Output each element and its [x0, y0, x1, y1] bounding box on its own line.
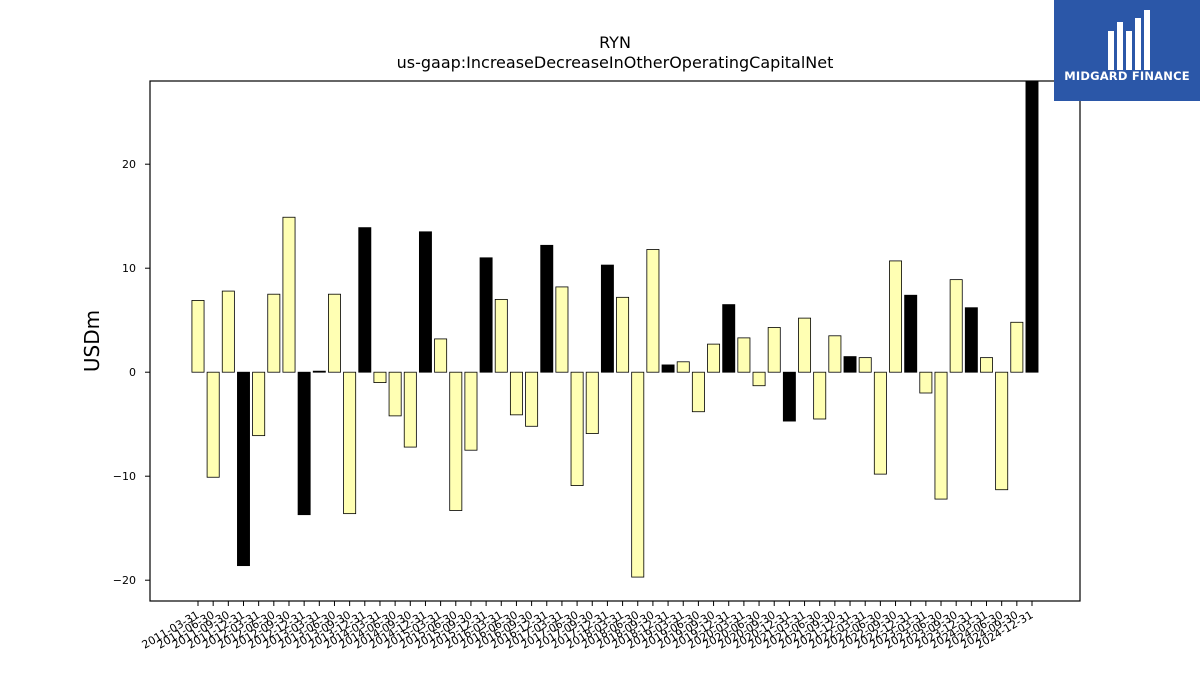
bar-2020-09-30	[767, 327, 781, 373]
bar-2017-06-30	[570, 371, 584, 486]
bar-2019-03-31	[676, 361, 690, 373]
bar-2021-09-30	[828, 335, 842, 373]
bar-2022-06-30	[873, 371, 887, 475]
bar-2021-12-31	[843, 356, 857, 373]
chart-title: RYN	[599, 33, 631, 52]
bar-2020-03-31	[737, 337, 751, 373]
bar-2019-09-30	[707, 343, 721, 373]
bars-group	[191, 80, 1039, 578]
bar-2016-03-31	[494, 298, 508, 373]
plot-area-frame	[149, 80, 1081, 602]
bar-2015-06-30	[449, 371, 463, 511]
bar-2013-06-30	[328, 293, 341, 373]
chart-subtitle: us-gaap:IncreaseDecreaseInOtherOperating…	[397, 53, 834, 72]
brand-logo-text: MIDGARD FINANCE	[1064, 69, 1190, 83]
bar-2024-09-30	[1010, 321, 1024, 373]
bar-2012-09-30	[282, 216, 296, 373]
bar-2023-09-30	[949, 279, 963, 373]
bar-2014-03-31	[373, 371, 387, 384]
bar-2013-12-31	[358, 227, 372, 373]
bar-2011-12-31	[237, 371, 250, 567]
y-tick-label: −20	[113, 574, 136, 587]
bar-2011-03-31	[191, 300, 205, 373]
bar-2020-06-30	[752, 371, 766, 387]
x-axis: 2011-03-312011-06-302011-09-302011-12-31…	[140, 601, 1036, 652]
bar-2023-06-30	[934, 371, 948, 500]
bar-2018-09-30	[646, 249, 660, 373]
bar-2023-03-31	[919, 371, 933, 394]
bar-2024-12-31	[1025, 80, 1039, 373]
bar-2017-12-31	[600, 264, 614, 373]
bar-2019-06-30	[691, 371, 705, 413]
y-axis: −20 −10 0 10 20	[113, 158, 150, 587]
bar-2016-09-30	[525, 371, 539, 427]
y-axis-label: USDm	[80, 310, 104, 372]
bar-2021-03-31	[798, 317, 812, 373]
bar-2016-12-31	[540, 244, 554, 373]
bar-2012-12-31	[297, 371, 311, 516]
bar-2013-03-31	[312, 370, 326, 373]
bar-2013-09-30	[343, 371, 357, 515]
bar-2018-06-30	[631, 371, 645, 578]
bar-2022-12-31	[904, 294, 918, 373]
midgard-logo-icon	[1108, 10, 1150, 70]
bar-2011-09-30	[221, 290, 235, 373]
bar-2024-06-30	[995, 371, 1009, 491]
y-tick-label: 0	[129, 366, 136, 379]
bar-2015-12-31	[479, 257, 493, 373]
bar-2018-12-31	[661, 364, 675, 373]
y-tick-label: −10	[113, 470, 136, 483]
bar-2014-09-30	[403, 371, 417, 448]
bar-2014-06-30	[388, 371, 402, 417]
bar-2022-09-30	[889, 260, 902, 373]
bar-2011-06-30	[206, 371, 220, 478]
brand-logo: MIDGARD FINANCE	[1054, 0, 1200, 101]
bar-2015-03-31	[434, 338, 448, 373]
bar-2023-12-31	[964, 307, 978, 373]
bar-2012-03-31	[252, 371, 266, 437]
bar-2022-03-31	[858, 357, 872, 373]
bar-2021-06-30	[813, 371, 827, 420]
bar-2017-03-31	[555, 286, 569, 373]
bar-2017-09-30	[585, 371, 599, 434]
bar-2020-12-31	[782, 371, 796, 422]
bar-2014-12-31	[418, 231, 432, 373]
bar-2012-06-30	[267, 293, 281, 373]
bar-2018-03-31	[616, 296, 630, 373]
bar-2015-09-30	[464, 371, 478, 451]
bar-2016-06-30	[509, 371, 523, 416]
bar-2024-03-31	[980, 357, 993, 373]
y-tick-label: 20	[122, 158, 136, 171]
y-tick-label: 10	[122, 262, 136, 275]
bar-2019-12-31	[722, 304, 736, 373]
